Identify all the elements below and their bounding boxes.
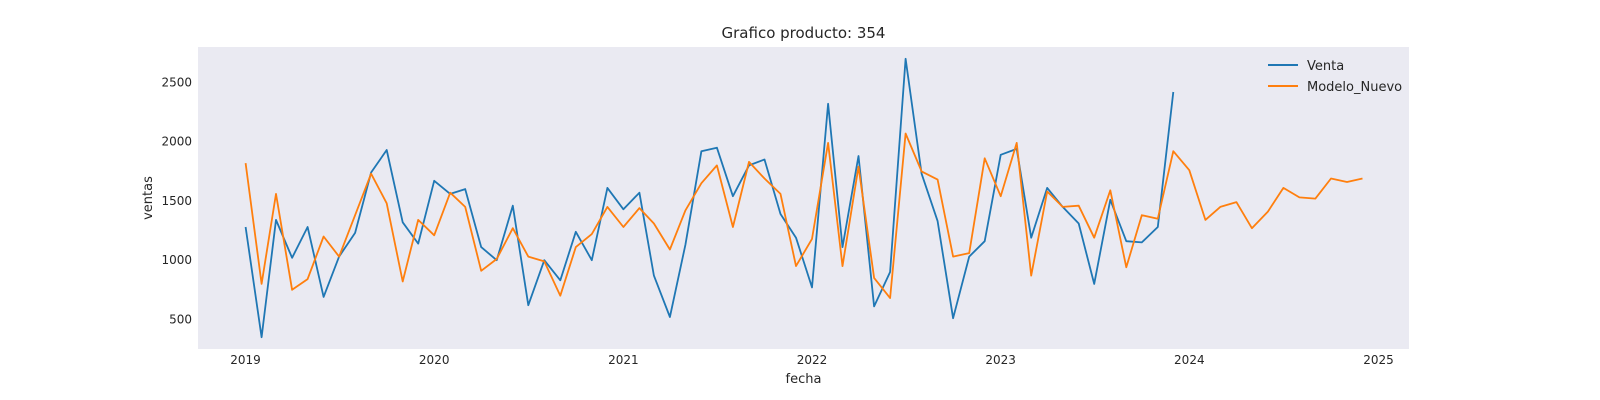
- y-tick-label: 2500: [161, 76, 192, 90]
- chart-title: Grafico producto: 354: [722, 24, 886, 42]
- legend-label: Modelo_Nuevo: [1307, 80, 1402, 95]
- x-tick-label: 2023: [985, 353, 1016, 367]
- y-tick-label: 1500: [161, 194, 192, 208]
- y-tick-label: 500: [169, 312, 192, 326]
- x-tick-label: 2025: [1363, 353, 1394, 367]
- series-lines: [244, 57, 1363, 339]
- axis-ticks: 2019 2020 2021 2022 2023 2024 2025 500 1000 1500 2…: [161, 76, 1393, 367]
- series-line-modelo-nuevo: [244, 132, 1363, 300]
- plot-area: [198, 47, 1409, 349]
- y-tick-label: 1000: [161, 253, 192, 267]
- x-tick-label: 2019: [230, 353, 261, 367]
- legend-label: Venta: [1307, 59, 1344, 74]
- legend: Venta Modelo_Nuevo: [1268, 59, 1402, 95]
- x-tick-label: 2022: [797, 353, 828, 367]
- x-tick-label: 2020: [419, 353, 450, 367]
- y-tick-label: 2000: [161, 135, 192, 149]
- x-axis-label: fecha: [786, 372, 822, 387]
- y-axis-label: ventas: [141, 176, 156, 220]
- x-tick-label: 2024: [1174, 353, 1205, 367]
- x-tick-label: 2021: [608, 353, 639, 367]
